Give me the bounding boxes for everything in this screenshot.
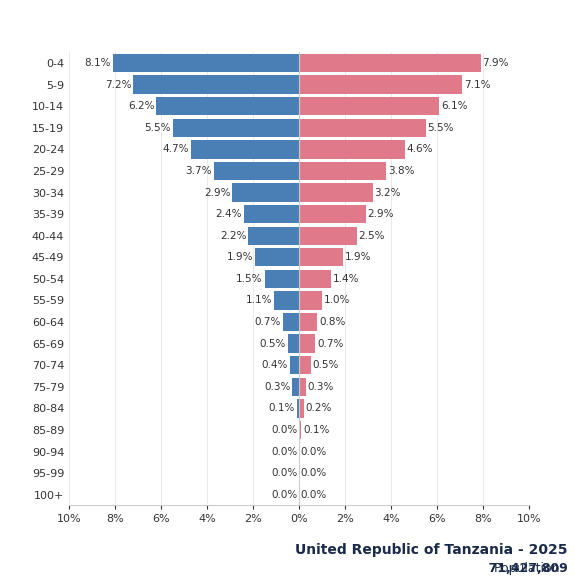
Bar [299,205,366,223]
Text: 0.3%: 0.3% [264,382,290,392]
Text: PopulationPyramid.net: PopulationPyramid.net [10,552,208,566]
Text: 1.9%: 1.9% [344,252,371,262]
Text: 1.5%: 1.5% [236,274,263,284]
Text: 1.0%: 1.0% [324,296,350,306]
Bar [299,227,356,245]
Bar [244,205,299,223]
Text: 0.7%: 0.7% [255,317,281,327]
Text: 0.4%: 0.4% [262,360,288,370]
Bar [133,76,299,94]
Text: 2.9%: 2.9% [204,188,231,198]
Text: 0.2%: 0.2% [305,403,332,413]
Text: United Republic of Tanzania - 2025: United Republic of Tanzania - 2025 [296,543,568,557]
Text: 5.5%: 5.5% [427,123,454,133]
Bar [299,54,481,72]
Bar [255,248,299,267]
Bar [288,335,299,353]
Bar [191,140,299,159]
Text: 0.0%: 0.0% [301,447,327,457]
Text: 71,427,809: 71,427,809 [401,562,568,575]
Text: 0.0%: 0.0% [271,490,297,500]
Bar [299,184,373,202]
Bar [214,162,299,180]
Bar [248,227,299,245]
Text: 0.7%: 0.7% [317,339,343,349]
Bar [299,270,331,288]
Bar [290,356,299,374]
Text: 2.2%: 2.2% [220,231,247,241]
Text: 0.5%: 0.5% [259,339,286,349]
Text: 5.5%: 5.5% [144,123,171,133]
Text: 1.9%: 1.9% [227,252,254,262]
Text: 0.0%: 0.0% [301,490,327,500]
Text: 0.5%: 0.5% [312,360,339,370]
Text: 0.0%: 0.0% [271,468,297,478]
Text: 0.1%: 0.1% [303,425,329,435]
Bar [299,378,306,396]
Text: 0.3%: 0.3% [308,382,334,392]
Bar [299,291,322,310]
Text: 4.6%: 4.6% [407,145,433,155]
Text: 3.2%: 3.2% [374,188,401,198]
Bar [264,270,299,288]
Text: 0.8%: 0.8% [319,317,346,327]
Text: 2.9%: 2.9% [367,209,394,219]
Bar [299,356,310,374]
Text: 7.1%: 7.1% [464,80,490,89]
Bar [299,140,405,159]
Bar [274,291,299,310]
Bar [299,119,426,137]
Text: 0.0%: 0.0% [271,425,297,435]
Text: Population:: Population: [494,562,568,575]
Text: 2.4%: 2.4% [216,209,242,219]
Text: 4.7%: 4.7% [163,145,189,155]
Bar [299,421,301,439]
Text: 2.5%: 2.5% [358,231,385,241]
Text: 8.1%: 8.1% [85,58,111,68]
Text: 1.1%: 1.1% [246,296,272,306]
Text: 6.2%: 6.2% [128,101,155,111]
Bar [299,76,462,94]
Text: 3.8%: 3.8% [388,166,415,176]
Text: 1.4%: 1.4% [333,274,359,284]
Bar [156,97,299,116]
Text: 0.0%: 0.0% [301,468,327,478]
Bar [283,313,299,331]
Text: 0.1%: 0.1% [269,403,295,413]
Bar [292,378,299,396]
Bar [172,119,299,137]
Bar [232,184,299,202]
Text: 6.1%: 6.1% [441,101,467,111]
Text: 7.9%: 7.9% [482,58,509,68]
Bar [299,97,439,116]
Text: 0.0%: 0.0% [271,447,297,457]
Bar [299,399,304,418]
Bar [299,162,386,180]
Bar [297,399,299,418]
Bar [299,335,315,353]
Bar [113,54,299,72]
Text: 7.2%: 7.2% [105,80,132,89]
Bar [299,248,343,267]
Bar [299,313,317,331]
Text: 3.7%: 3.7% [186,166,212,176]
